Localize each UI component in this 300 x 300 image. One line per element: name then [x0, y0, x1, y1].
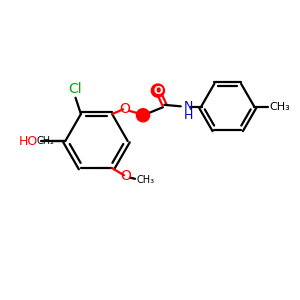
- Text: O: O: [119, 102, 130, 116]
- Text: CH₃: CH₃: [137, 175, 155, 185]
- Text: O: O: [120, 169, 131, 183]
- Text: HO: HO: [19, 135, 38, 148]
- Text: O: O: [153, 85, 163, 96]
- Text: Cl: Cl: [69, 82, 82, 96]
- Text: N: N: [184, 100, 193, 113]
- Text: CH₂: CH₂: [37, 136, 55, 146]
- Text: CH₃: CH₃: [269, 102, 290, 112]
- Circle shape: [151, 84, 164, 97]
- Text: H: H: [184, 109, 193, 122]
- Circle shape: [136, 109, 150, 122]
